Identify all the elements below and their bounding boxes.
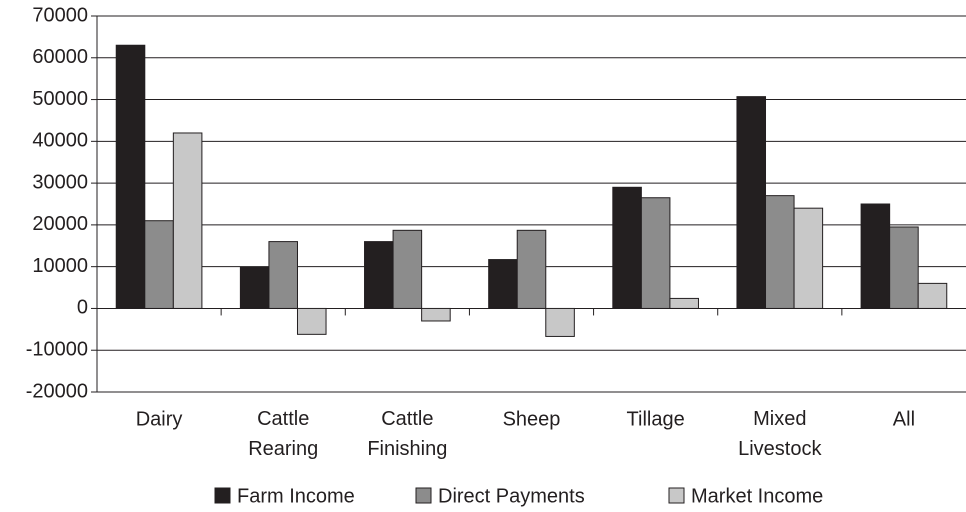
legend-swatch [415, 487, 432, 504]
bar [392, 229, 423, 309]
x-tick-label: Dairy [136, 408, 183, 430]
bar [640, 197, 671, 309]
bar [488, 259, 518, 309]
bar [736, 96, 767, 309]
bar [612, 186, 642, 309]
bar [917, 282, 948, 309]
bar [172, 132, 203, 309]
x-tick-label: Cattle Rearing [248, 408, 318, 460]
bar [364, 241, 394, 309]
bar [144, 220, 174, 309]
y-tick-label: 40000 [32, 130, 88, 152]
bar [793, 207, 824, 309]
legend-label: Farm Income [237, 485, 355, 507]
bar [545, 307, 575, 337]
legend-swatch [214, 487, 231, 504]
y-tick-label: -10000 [26, 339, 88, 361]
y-tick-label: 70000 [32, 4, 88, 26]
x-tick-label: Tillage [627, 408, 685, 430]
legend-label: Direct Payments [438, 485, 585, 507]
y-tick-label: 10000 [32, 255, 88, 277]
bar [268, 241, 298, 309]
bar [889, 226, 919, 309]
bar [516, 229, 547, 309]
bar [421, 307, 451, 322]
legend-swatch [668, 487, 685, 504]
bar [115, 44, 146, 309]
y-tick-label: 20000 [32, 213, 88, 235]
x-tick-label: Sheep [503, 408, 561, 430]
x-tick-label: All [893, 408, 915, 430]
bar [669, 297, 699, 309]
y-tick-label: 60000 [32, 46, 88, 68]
legend-label: Market Income [691, 485, 823, 507]
x-tick-label: Mixed Livestock [738, 408, 822, 460]
bar [765, 195, 795, 309]
x-tick-label: Cattle Finishing [367, 408, 447, 460]
bar [239, 267, 270, 309]
y-tick-label: 30000 [32, 171, 88, 193]
y-tick-label: 0 [77, 297, 88, 319]
bar [860, 203, 891, 309]
y-tick-label: 50000 [32, 88, 88, 110]
y-tick-label: -20000 [26, 380, 88, 402]
bar [296, 307, 327, 335]
